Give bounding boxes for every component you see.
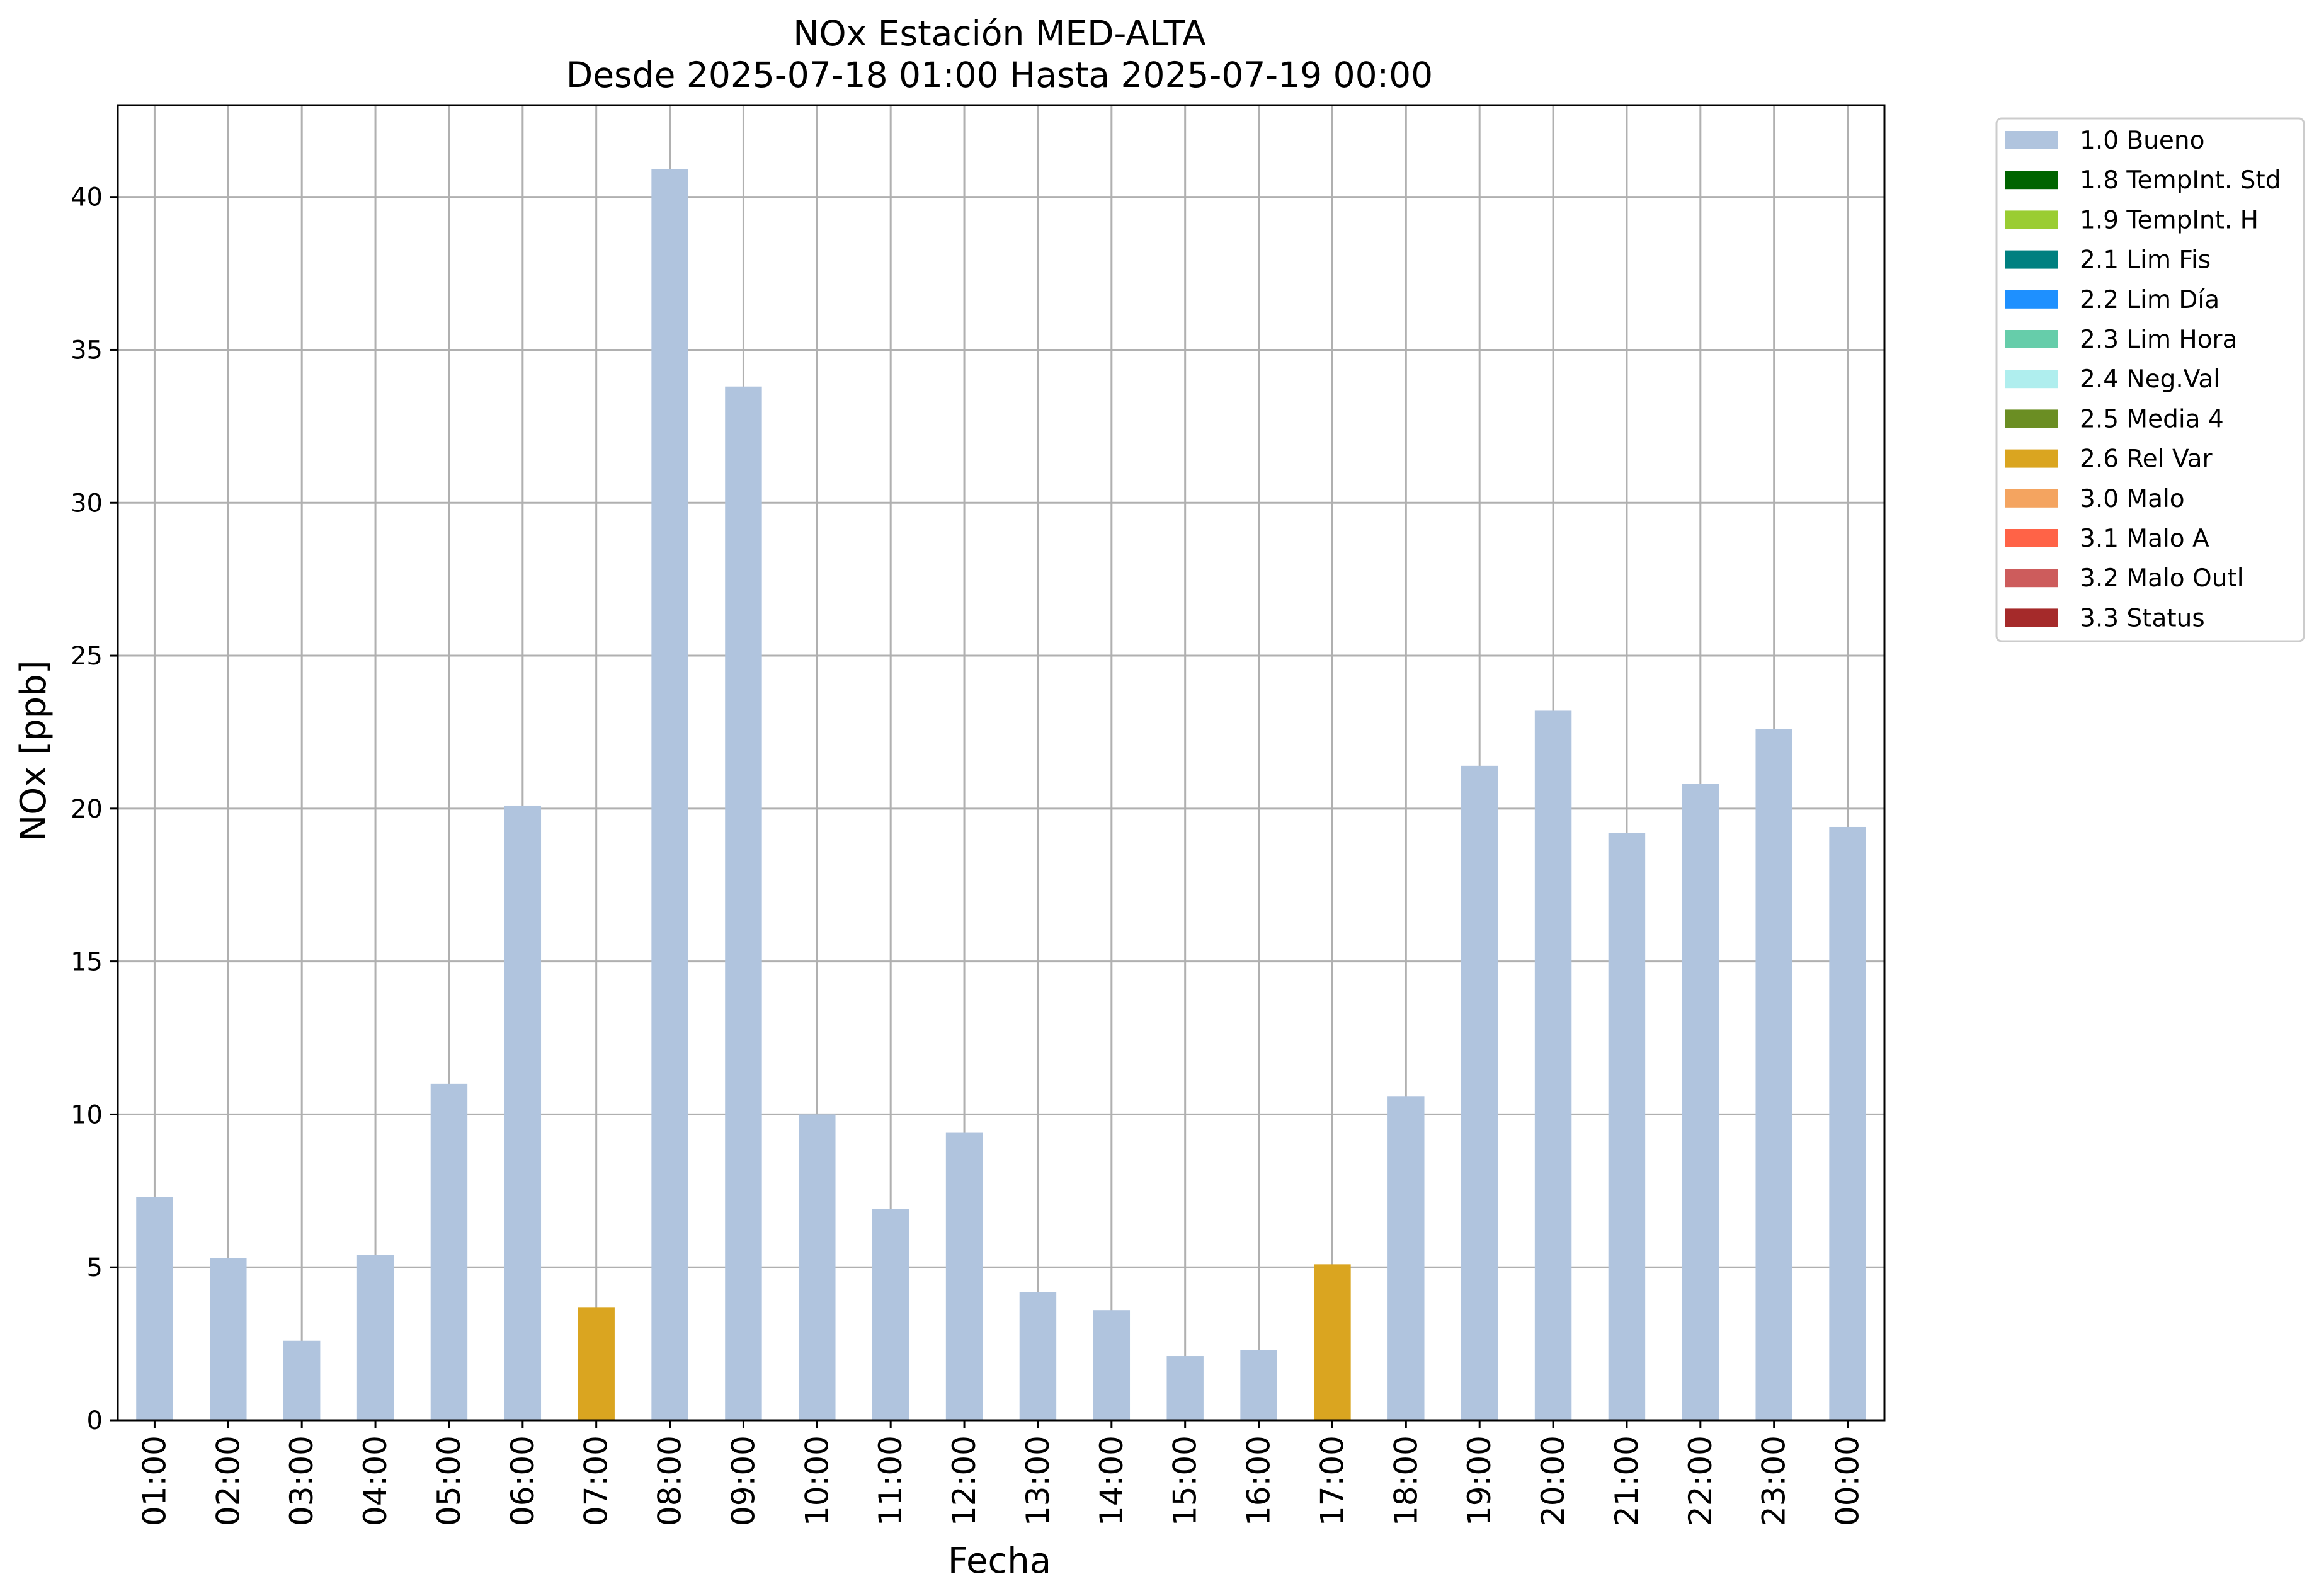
legend-swatch: [2005, 290, 2058, 309]
legend-swatch: [2005, 489, 2058, 508]
y-tick-label: 15: [71, 948, 103, 977]
x-tick-label: 11:00: [872, 1435, 909, 1526]
x-tick-label: 08:00: [652, 1435, 688, 1526]
bar: [1166, 1356, 1204, 1420]
bars: [136, 169, 1866, 1420]
legend-label: 2.3 Lim Hora: [2080, 326, 2238, 354]
legend-label: 2.4 Neg.Val: [2080, 365, 2220, 394]
bar: [1314, 1264, 1351, 1420]
bar: [1534, 710, 1572, 1420]
x-tick-label: 12:00: [946, 1435, 983, 1526]
y-tick-label: 5: [87, 1253, 103, 1282]
legend-swatch: [2005, 569, 2058, 588]
x-tick-label: 06:00: [504, 1435, 541, 1526]
legend: 1.0 Bueno 1.8 TempInt. Std 1.9 TempInt. H 2…: [1995, 117, 2305, 642]
bar: [1387, 1096, 1425, 1420]
x-tick-label: 21:00: [1609, 1435, 1645, 1526]
x-tick-label: 19:00: [1461, 1435, 1498, 1526]
bar: [578, 1307, 615, 1420]
y-tick-label: 35: [71, 336, 103, 365]
x-tick-label: 05:00: [431, 1435, 467, 1526]
legend-swatch: [2005, 529, 2058, 547]
legend-label: 1.0 Bueno: [2080, 127, 2204, 155]
bar: [872, 1209, 909, 1420]
bar: [651, 169, 688, 1420]
x-tick-label: 09:00: [725, 1435, 761, 1526]
bar: [725, 386, 762, 1420]
legend-swatch: [2005, 330, 2058, 348]
bar: [1755, 729, 1792, 1420]
bar: [1019, 1292, 1057, 1420]
legend-label: 1.8 TempInt. Std: [2080, 166, 2281, 195]
x-tick-label: 02:00: [210, 1435, 246, 1526]
bar: [1608, 833, 1646, 1420]
legend-swatch: [2005, 171, 2058, 190]
x-tick-label: 15:00: [1167, 1435, 1204, 1526]
bar: [799, 1114, 836, 1420]
plot-frame: [117, 104, 1886, 1422]
bar: [1682, 784, 1719, 1420]
legend-label: 2.2 Lim Día: [2080, 286, 2219, 314]
legend-label: 2.1 Lim Fis: [2080, 246, 2211, 275]
bar: [136, 1197, 173, 1420]
legend-swatch: [2005, 210, 2058, 229]
x-tick-label: 13:00: [1020, 1435, 1056, 1526]
legend-label: 2.6 Rel Var: [2080, 445, 2213, 474]
bar: [1829, 826, 1866, 1420]
legend-label: 1.9 TempInt. H: [2080, 206, 2259, 234]
legend-label: 2.5 Media 4: [2080, 405, 2224, 433]
chart-subtitle: Desde 2025-07-18 01:00 Hasta 2025-07-19 …: [566, 55, 1433, 95]
y-tick-label: 40: [71, 183, 103, 212]
legend-frame: [1995, 117, 2305, 642]
chart-title: NOx Estación MED-ALTA: [793, 13, 1206, 54]
bar: [1461, 765, 1498, 1420]
legend-swatch: [2005, 131, 2058, 149]
legend-label: 3.3 Status: [2080, 604, 2205, 632]
bar: [210, 1258, 247, 1420]
bar: [356, 1255, 394, 1420]
legend-swatch: [2005, 250, 2058, 269]
bar: [430, 1083, 468, 1420]
y-tick-label: 30: [71, 489, 103, 518]
x-tick-label: 04:00: [357, 1435, 394, 1526]
legend-label: 3.2 Malo Outl: [2080, 564, 2244, 593]
y-axis-label: NOx [ppb]: [13, 660, 54, 841]
x-tick-label: 07:00: [578, 1435, 615, 1526]
x-tick-label: 18:00: [1387, 1435, 1424, 1526]
y-tick-label: 20: [71, 795, 103, 824]
x-tick-label: 20:00: [1535, 1435, 1571, 1526]
bar: [1240, 1350, 1277, 1420]
x-tick-label: 22:00: [1682, 1435, 1719, 1526]
x-tick-label: 01:00: [136, 1435, 173, 1526]
bar: [504, 805, 542, 1420]
x-tick-label: 10:00: [799, 1435, 835, 1526]
y-tick-label: 25: [71, 642, 103, 671]
x-tick-label: 00:00: [1830, 1435, 1866, 1526]
x-tick-label: 17:00: [1314, 1435, 1350, 1526]
x-tick-label: 14:00: [1093, 1435, 1130, 1526]
legend-label: 3.0 Malo: [2080, 485, 2185, 513]
bar: [283, 1340, 321, 1420]
legend-swatch: [2005, 370, 2058, 389]
x-tick-label: 16:00: [1241, 1435, 1277, 1526]
x-tick-label: 23:00: [1756, 1435, 1792, 1526]
x-tick-label: 03:00: [283, 1435, 320, 1526]
x-axis-label: Fecha: [948, 1541, 1051, 1582]
bar: [1093, 1310, 1131, 1420]
y-tick-label: 10: [71, 1100, 103, 1129]
bar: [945, 1132, 983, 1420]
axis-ticks: 0 5 10 15 20 25 30 35 40 01:00 02:00 03:00 04:00 05:0…: [71, 183, 1866, 1526]
legend-swatch: [2005, 409, 2058, 428]
legend-label: 3.1 Malo A: [2080, 525, 2209, 553]
legend-swatch: [2005, 449, 2058, 468]
y-tick-label: 0: [87, 1406, 103, 1435]
legend-swatch: [2005, 608, 2058, 627]
